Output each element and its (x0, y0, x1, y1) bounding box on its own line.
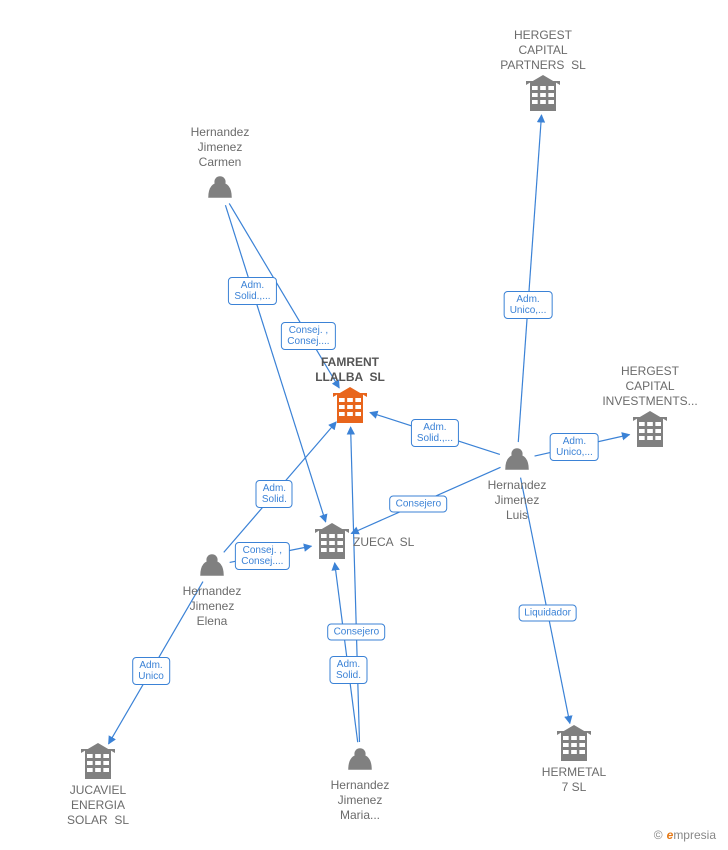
company-icon[interactable] (633, 411, 667, 447)
company-icon[interactable] (81, 743, 115, 779)
person-icon[interactable] (505, 448, 529, 470)
edge (518, 115, 541, 442)
person-icon[interactable] (200, 554, 224, 576)
network-svg (0, 0, 728, 850)
edge (225, 205, 325, 522)
company-icon[interactable] (526, 75, 560, 111)
edge (335, 563, 358, 742)
edge (370, 412, 500, 454)
person-icon[interactable] (348, 748, 372, 770)
company-icon[interactable] (557, 725, 591, 761)
edge (535, 435, 630, 456)
brand-rest: mpresia (673, 828, 716, 842)
edge (229, 203, 339, 388)
edge (521, 478, 570, 724)
company-icon[interactable] (333, 387, 367, 423)
edge (230, 546, 312, 562)
person-icon[interactable] (208, 176, 232, 198)
edge (109, 582, 203, 744)
watermark: ©empresia (654, 828, 716, 842)
edge (351, 467, 500, 533)
company-icon[interactable] (315, 523, 349, 559)
copyright-symbol: © (654, 828, 663, 842)
